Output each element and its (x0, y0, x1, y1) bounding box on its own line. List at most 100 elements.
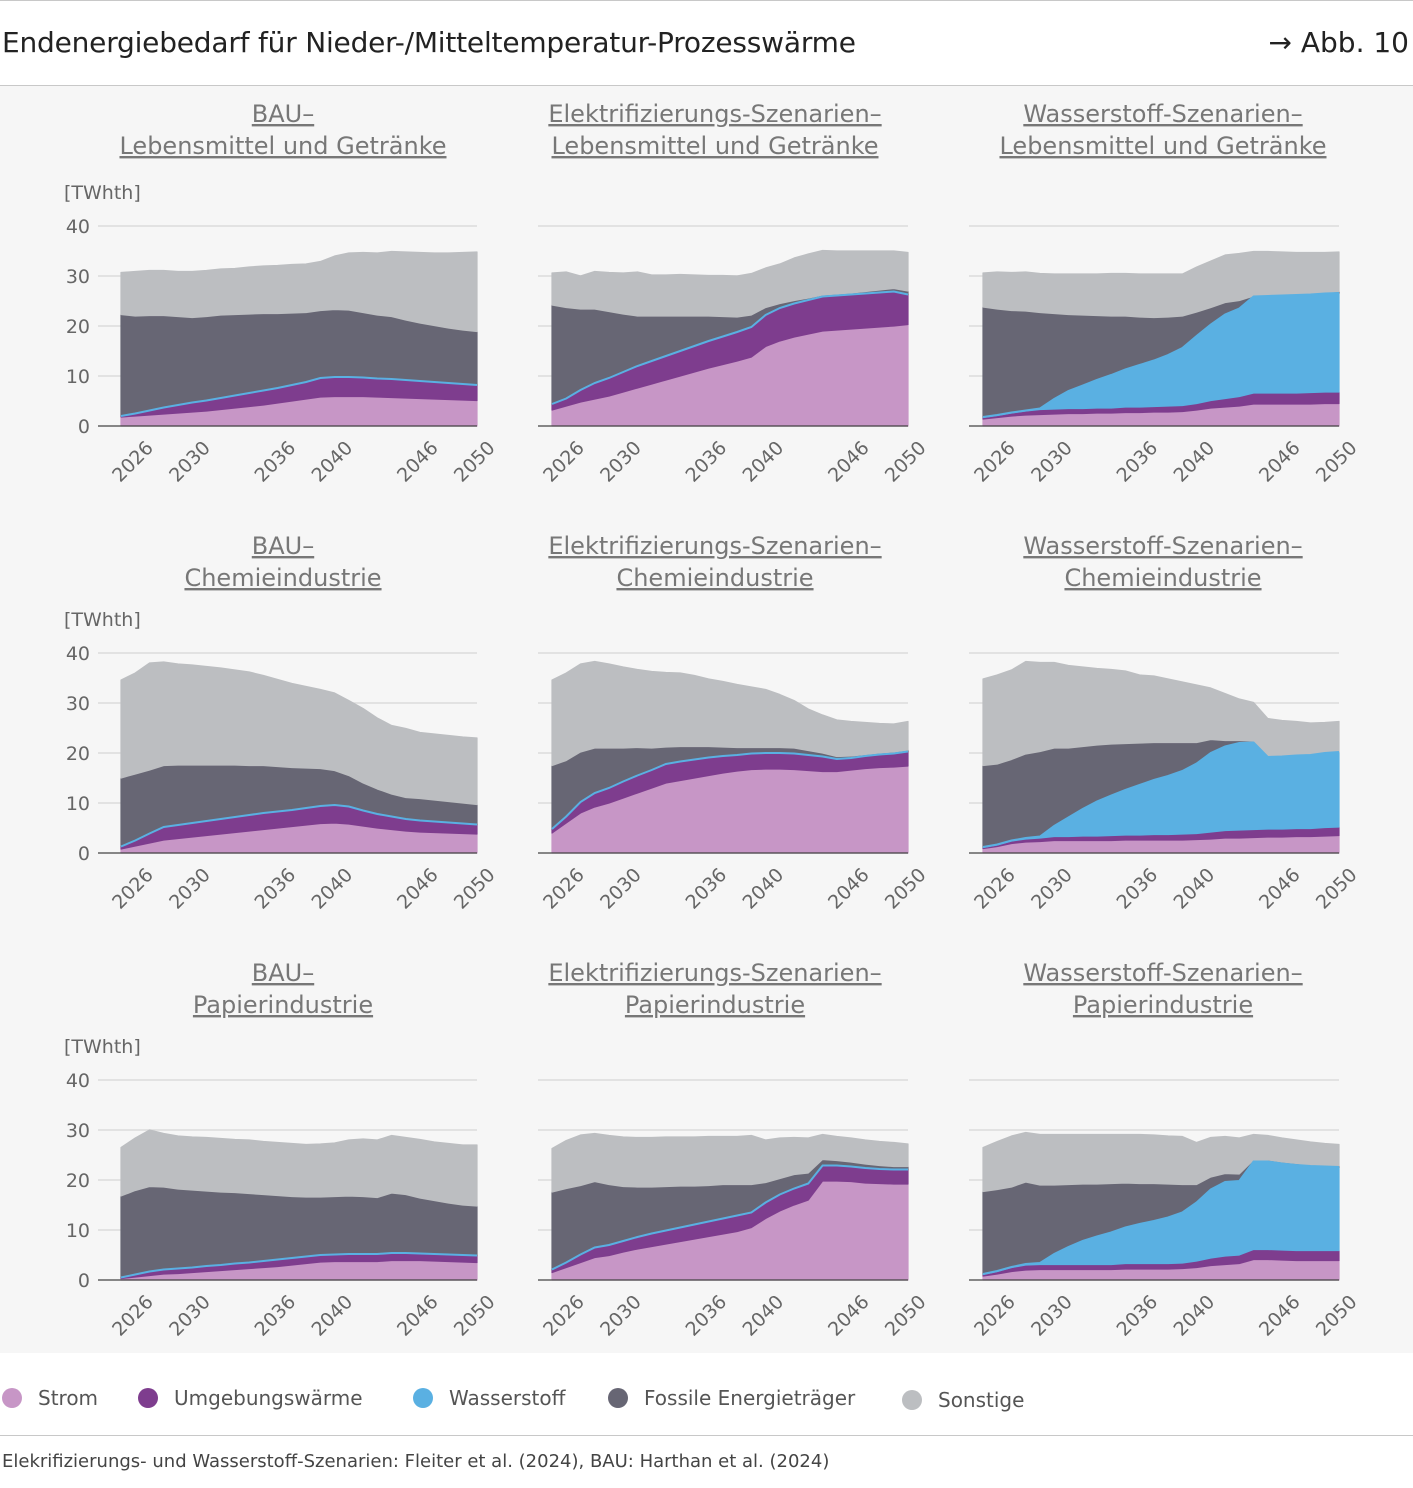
x-tick-label: 2036 (251, 864, 301, 914)
chart-panel-8: Elektrifizierungs-Szenarien– Papierindust… (538, 959, 931, 1341)
chart-panel-6: Wasserstoff-Szenarien– Chemieindustrie 202… (969, 532, 1362, 914)
chart-title-line2: Papierindustrie (1073, 991, 1253, 1019)
x-tick-label: 2046 (393, 864, 443, 914)
y-tick-label: 10 (66, 793, 90, 815)
legend-label-umgebungswaerme: Umgebungswärme (174, 1386, 363, 1410)
legend-item-sonstige: Sonstige (902, 1382, 1024, 1418)
y-tick-label: 10 (66, 1220, 90, 1242)
x-tick-label: 2040 (1169, 864, 1219, 914)
footer-rule (0, 1435, 1413, 1436)
chart-title-line1: Elektrifizierungs-Szenarien– (548, 959, 881, 987)
x-tick-label: 2026 (108, 437, 158, 487)
legend: Strom Umgebungswärme Wasserstoff Fossile… (0, 1380, 1413, 1416)
y-tick-label: 20 (66, 1170, 90, 1192)
chart-title-line2: Chemieindustrie (1064, 564, 1261, 592)
chart-title-line2: Lebensmittel und Getränke (119, 132, 446, 160)
y-tick-label: 20 (66, 743, 90, 765)
area-sonstige (120, 1129, 478, 1207)
chart-title-line1: Wasserstoff-Szenarien– (1023, 959, 1302, 987)
area-sonstige (982, 250, 1340, 319)
x-tick-label: 2030 (1027, 864, 1077, 914)
chart-panel-2: Elektrifizierungs-Szenarien– Lebensmittel… (538, 100, 931, 487)
x-tick-label: 2030 (596, 1291, 646, 1341)
chart-title-line2: Lebensmittel und Getränke (999, 132, 1326, 160)
x-tick-label: 2026 (539, 437, 589, 487)
wasserstoff-edge-line (551, 750, 909, 830)
wasserstoff-edge-line (120, 803, 478, 848)
x-tick-label: 2040 (1169, 437, 1219, 487)
x-tick-label: 2050 (450, 864, 500, 914)
y-tick-label: 30 (66, 1120, 90, 1142)
x-tick-label: 2030 (165, 437, 215, 487)
x-tick-label: 2026 (970, 1291, 1020, 1341)
x-tick-label: 2030 (596, 437, 646, 487)
legend-label-strom: Strom (38, 1386, 99, 1410)
x-tick-label: 2036 (1113, 1291, 1163, 1341)
y-unit-label: [TWhth] (64, 609, 141, 631)
x-tick-label: 2046 (824, 437, 874, 487)
wasserstoff-edge-line (982, 1160, 1340, 1275)
chart-title-line2: Papierindustrie (625, 991, 805, 1019)
x-tick-label: 2030 (165, 1291, 215, 1341)
chart-title-line1: BAU– (252, 532, 314, 560)
area-sonstige (551, 660, 909, 767)
y-tick-label: 0 (78, 416, 90, 438)
y-tick-label: 0 (78, 1270, 90, 1292)
x-tick-label: 2036 (251, 437, 301, 487)
chart-panel-3: Wasserstoff-Szenarien– Lebensmittel und G… (969, 100, 1362, 487)
top-rule (0, 0, 1413, 1)
x-tick-label: 2050 (881, 437, 931, 487)
y-unit-label: [TWhth] (64, 1036, 141, 1058)
x-tick-label: 2046 (1255, 1291, 1305, 1341)
chart-title-line1: Wasserstoff-Szenarien– (1023, 532, 1302, 560)
x-tick-label: 2036 (1113, 864, 1163, 914)
legend-item-fossile-energietraeger: Fossile Energieträger (608, 1380, 855, 1416)
y-tick-label: 10 (66, 366, 90, 388)
x-tick-label: 2046 (393, 437, 443, 487)
x-tick-label: 2046 (393, 1291, 443, 1341)
small-multiples-chart: BAU– Lebensmittel und Getränke [TWhth] 0 10 2… (64, 100, 1362, 1341)
legend-label-sonstige: Sonstige (938, 1388, 1025, 1412)
x-tick-label: 2046 (824, 1291, 874, 1341)
legend-item-strom: Strom (2, 1380, 98, 1416)
figure-title: Endenergiebedarf für Nieder-/Mitteltempe… (2, 26, 856, 59)
chart-title-line2: Chemieindustrie (184, 564, 381, 592)
x-tick-label: 2050 (450, 437, 500, 487)
x-tick-label: 2026 (970, 437, 1020, 487)
chart-title-line2: Chemieindustrie (616, 564, 813, 592)
area-sonstige (551, 1132, 909, 1193)
chart-panel-9: Wasserstoff-Szenarien– Papierindustrie 202… (969, 959, 1362, 1341)
x-tick-label: 2050 (1312, 437, 1362, 487)
x-tick-label: 2026 (108, 1291, 158, 1341)
legend-swatch-sonstige (902, 1390, 922, 1410)
legend-item-umgebungswaerme: Umgebungswärme (138, 1380, 363, 1416)
x-tick-label: 2036 (682, 864, 732, 914)
legend-swatch-strom (2, 1388, 22, 1408)
area-sonstige (551, 249, 909, 318)
y-tick-label: 30 (66, 693, 90, 715)
x-tick-label: 2026 (970, 864, 1020, 914)
legend-item-wasserstoff: Wasserstoff (413, 1380, 565, 1416)
x-tick-label: 2050 (1312, 864, 1362, 914)
chart-title-line2: Papierindustrie (193, 991, 373, 1019)
x-tick-label: 2040 (307, 864, 357, 914)
x-tick-label: 2036 (1113, 437, 1163, 487)
x-tick-label: 2040 (307, 1291, 357, 1341)
legend-label-fossile-energietraeger: Fossile Energieträger (644, 1386, 856, 1410)
y-unit-label: [TWhth] (64, 182, 141, 204)
x-tick-label: 2026 (539, 1291, 589, 1341)
chart-title-line1: BAU– (252, 100, 314, 128)
figure-reference: → Abb. 10 (1268, 26, 1410, 59)
x-tick-label: 2040 (307, 437, 357, 487)
wasserstoff-edge-line (982, 741, 1340, 848)
x-tick-label: 2046 (1255, 437, 1305, 487)
wasserstoff-edge-line (982, 292, 1340, 418)
x-tick-label: 2030 (165, 864, 215, 914)
chart-title-line1: Elektrifizierungs-Szenarien– (548, 100, 881, 128)
wasserstoff-edge-line (120, 376, 478, 417)
chart-title-line1: BAU– (252, 959, 314, 987)
wasserstoff-edge-line (551, 1164, 908, 1271)
area-sonstige (120, 250, 478, 333)
y-tick-label: 40 (66, 643, 90, 665)
